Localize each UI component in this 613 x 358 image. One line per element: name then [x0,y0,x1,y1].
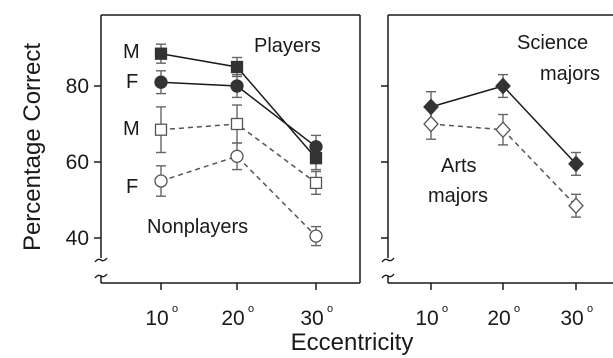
x-tick-degree-mark: o [248,303,254,315]
label-nonplayers: Nonplayers [147,216,248,238]
x-tick-degree-mark: o [172,303,178,315]
panel-majors: 10 o 20 o 30 o Science majors Arts majors [381,14,613,330]
data-point-circle [154,174,168,188]
y-axis-label: Percentage Correct [19,43,46,251]
axis-break-mark [94,257,108,263]
x-tick-label: 10 [415,307,438,330]
label-arts: Arts [441,155,477,177]
x-axis-label: Eccentricity [291,329,414,356]
x-tick-label: 20 [221,307,244,330]
data-point-diamond [423,115,439,133]
axis-break-mark [381,273,395,279]
data-point-diamond [423,98,439,116]
markers-right [423,77,584,215]
data-point-square [230,117,244,131]
x-tick-label: 30 [300,307,323,330]
series-line [160,155,317,237]
data-point-square [154,123,168,136]
axis-break-mark [381,257,395,263]
panel-players: 40 60 80 10 o 20 o 30 o Players Nonplayers M F M… [66,14,361,330]
panel-frame-right [381,14,613,284]
label-players: Players [254,35,321,57]
axis-break-mark [94,273,108,279]
data-point-circle [309,229,323,243]
y-tick-label: 80 [66,75,89,98]
data-point-circle [154,75,168,89]
x-tick-label: 10 [145,307,168,330]
x-tick-label: 30 [560,307,583,330]
x-tick-degree-mark: o [587,303,593,315]
data-point-circle [309,140,323,154]
panel-frame-left [94,14,361,284]
data-point-circle [230,149,244,163]
x-tick-degree-mark: o [327,303,333,315]
y-tick-label: 60 [66,151,89,174]
y-tick-label: 40 [66,227,89,250]
label-players-male: M [123,41,140,63]
label-science-majors: majors [540,63,600,85]
data-point-diamond [495,77,511,95]
data-point-circle [230,79,244,93]
x-tick-label: 20 [487,307,510,330]
label-arts-majors: majors [428,185,488,207]
x-tick-degree-mark: o [442,303,448,315]
data-point-square [154,47,168,60]
axis-ticks-right: 10 o 20 o 30 o [381,85,593,330]
label-nonplayers-female: F [126,176,138,198]
axis-ticks-left: 40 60 80 10 o 20 o 30 o [66,75,333,330]
data-point-diamond [568,155,584,173]
data-point-diamond [568,197,584,215]
label-players-female: F [126,71,138,93]
data-point-diamond [495,121,511,139]
label-science: Science [517,32,588,54]
data-point-square [309,176,323,190]
data-point-square [230,60,244,74]
x-tick-degree-mark: o [514,303,520,315]
data-point-square [309,152,323,165]
label-nonplayers-male: M [123,118,140,140]
markers-left [154,47,323,243]
